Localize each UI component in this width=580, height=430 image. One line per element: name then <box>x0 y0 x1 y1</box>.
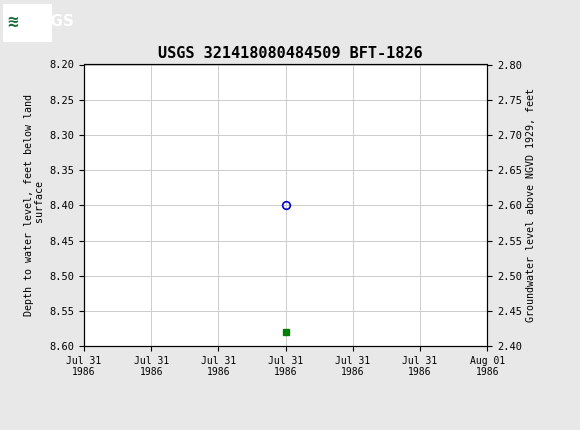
Y-axis label: Depth to water level, feet below land
 surface: Depth to water level, feet below land su… <box>24 94 45 316</box>
Y-axis label: Groundwater level above NGVD 1929, feet: Groundwater level above NGVD 1929, feet <box>526 88 536 322</box>
Text: USGS 321418080484509 BFT-1826: USGS 321418080484509 BFT-1826 <box>158 46 422 61</box>
Text: USGS: USGS <box>28 14 75 29</box>
Text: ≋: ≋ <box>7 12 18 31</box>
Bar <box>3 3 52 42</box>
